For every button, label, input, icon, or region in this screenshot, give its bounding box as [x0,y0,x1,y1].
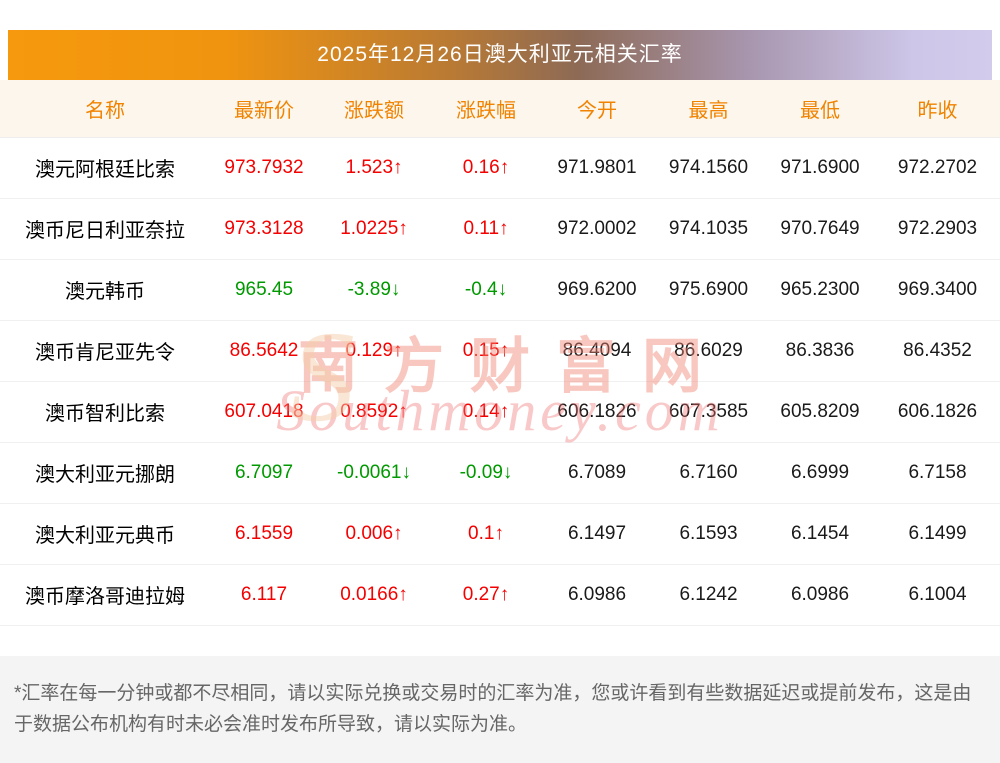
page-title: 2025年12月26日澳大利亚元相关汇率 [8,30,992,80]
change-amount: 1.523↑ [318,137,430,199]
low-price: 6.6999 [765,442,875,504]
change-amount: 0.006↑ [318,503,430,565]
currency-pair-name: 澳币尼日利亚奈拉 [0,198,210,260]
open-price: 6.1497 [542,503,652,565]
prev-close: 972.2702 [875,137,1000,199]
table-row: 澳大利亚元典币 6.1559 0.006↑ 0.1↑ 6.1497 6.1593… [0,503,1000,565]
latest-price: 6.117 [210,564,318,626]
low-price: 6.1454 [765,503,875,565]
table-row: 澳币肯尼亚先令 86.5642 0.129↑ 0.15↑ 86.4094 86.… [0,320,1000,382]
header-low: 最低 [765,80,875,138]
header-prev-close: 昨收 [875,80,1000,138]
currency-pair-name: 澳币摩洛哥迪拉姆 [0,564,210,626]
change-amount: -3.89↓ [318,259,430,321]
low-price: 6.0986 [765,564,875,626]
high-price: 974.1560 [652,137,765,199]
rate-table-body: 澳元阿根廷比索 973.7932 1.523↑ 0.16↑ 971.9801 9… [0,137,1000,626]
header-latest: 最新价 [210,80,318,138]
low-price: 970.7649 [765,198,875,260]
open-price: 86.4094 [542,320,652,382]
prev-close: 6.1004 [875,564,1000,626]
currency-pair-name: 澳元韩币 [0,259,210,321]
header-open: 今开 [542,80,652,138]
latest-price: 6.1559 [210,503,318,565]
prev-close: 6.7158 [875,442,1000,504]
open-price: 969.6200 [542,259,652,321]
currency-pair-name: 澳大利亚元典币 [0,503,210,565]
high-price: 607.3585 [652,381,765,443]
change-percent: -0.4↓ [430,259,542,321]
change-percent: 0.16↑ [430,137,542,199]
open-price: 972.0002 [542,198,652,260]
prev-close: 969.3400 [875,259,1000,321]
header-change-pct: 涨跌幅 [430,80,542,138]
prev-close: 606.1826 [875,381,1000,443]
header-change: 涨跌额 [318,80,430,138]
currency-pair-name: 澳币肯尼亚先令 [0,320,210,382]
table-row: 澳币尼日利亚奈拉 973.3128 1.0225↑ 0.11↑ 972.0002… [0,198,1000,260]
change-amount: 0.8592↑ [318,381,430,443]
table-row: 澳元阿根廷比索 973.7932 1.523↑ 0.16↑ 971.9801 9… [0,137,1000,199]
change-amount: -0.0061↓ [318,442,430,504]
change-percent: 0.14↑ [430,381,542,443]
low-price: 86.3836 [765,320,875,382]
header-name: 名称 [0,80,210,138]
low-price: 605.8209 [765,381,875,443]
header-high: 最高 [652,80,765,138]
high-price: 975.6900 [652,259,765,321]
prev-close: 86.4352 [875,320,1000,382]
disclaimer-note: *汇率在每一分钟或都不尽相同，请以实际兑换或交易时的汇率为准，您或许看到有些数据… [0,656,1000,763]
open-price: 971.9801 [542,137,652,199]
change-percent: 0.27↑ [430,564,542,626]
change-percent: 0.1↑ [430,503,542,565]
currency-pair-name: 澳币智利比索 [0,381,210,443]
latest-price: 6.7097 [210,442,318,504]
table-row: 澳币智利比索 607.0418 0.8592↑ 0.14↑ 606.1826 6… [0,381,1000,443]
change-percent: 0.11↑ [430,198,542,260]
latest-price: 973.7932 [210,137,318,199]
table-row: 澳币摩洛哥迪拉姆 6.117 0.0166↑ 0.27↑ 6.0986 6.12… [0,564,1000,626]
high-price: 6.1593 [652,503,765,565]
low-price: 965.2300 [765,259,875,321]
open-price: 6.0986 [542,564,652,626]
latest-price: 965.45 [210,259,318,321]
high-price: 6.7160 [652,442,765,504]
high-price: 6.1242 [652,564,765,626]
currency-pair-name: 澳元阿根廷比索 [0,137,210,199]
currency-pair-name: 澳大利亚元挪朗 [0,442,210,504]
open-price: 606.1826 [542,381,652,443]
low-price: 971.6900 [765,137,875,199]
high-price: 86.6029 [652,320,765,382]
change-amount: 0.129↑ [318,320,430,382]
latest-price: 607.0418 [210,381,318,443]
open-price: 6.7089 [542,442,652,504]
latest-price: 86.5642 [210,320,318,382]
table-row: 澳元韩币 965.45 -3.89↓ -0.4↓ 969.6200 975.69… [0,259,1000,321]
exchange-rate-table: 名称 最新价 涨跌额 涨跌幅 今开 最高 最低 昨收 澳元阿根廷比索 973.7… [0,80,1000,626]
latest-price: 973.3128 [210,198,318,260]
change-amount: 1.0225↑ [318,198,430,260]
prev-close: 6.1499 [875,503,1000,565]
change-percent: -0.09↓ [430,442,542,504]
change-percent: 0.15↑ [430,320,542,382]
high-price: 974.1035 [652,198,765,260]
change-amount: 0.0166↑ [318,564,430,626]
table-header-row: 名称 最新价 涨跌额 涨跌幅 今开 最高 最低 昨收 [0,80,1000,138]
table-row: 澳大利亚元挪朗 6.7097 -0.0061↓ -0.09↓ 6.7089 6.… [0,442,1000,504]
prev-close: 972.2903 [875,198,1000,260]
